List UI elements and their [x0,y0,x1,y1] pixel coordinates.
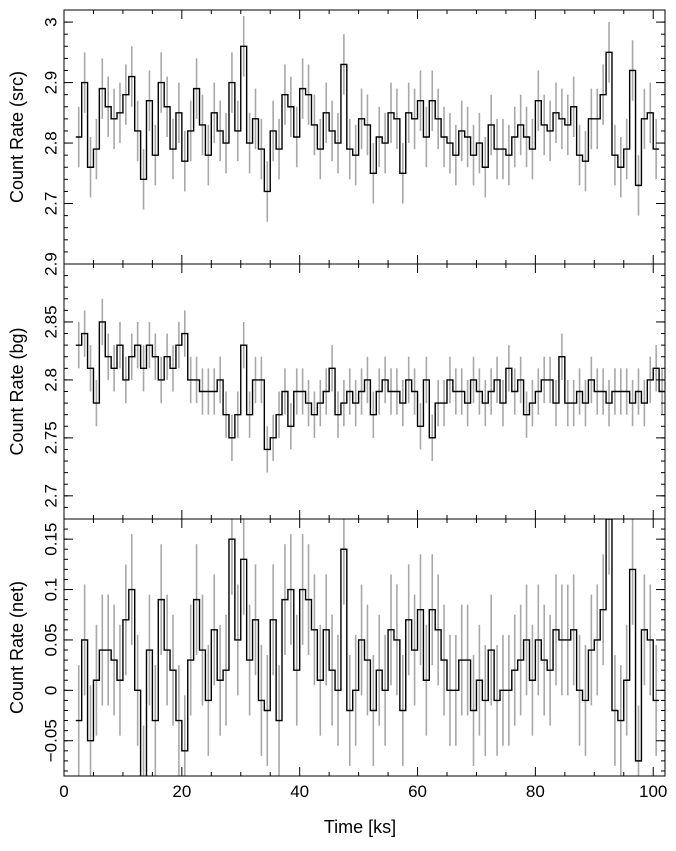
x-tick-label: 20 [172,782,191,801]
x-tick-label: 0 [59,782,68,801]
plot-frame [63,9,666,265]
panel-net: −0.05 0 0.05 0.1 0.15 0 20 40 60 80 100 Count Rate … [7,518,667,801]
y-tick-label: 2.85 [41,305,60,338]
y-tick-label: 2.7 [41,484,60,508]
y-tick-label: −0.05 [41,719,60,762]
y-tick-label: 3 [41,17,60,26]
plot-area [75,16,660,222]
panel-bg: 2.7 2.75 2.8 2.85 2.9 Count Rate (bg) [7,252,666,520]
y-axis-label: Count Rate (bg) [7,327,27,455]
y-tick-label: 2.75 [41,421,60,454]
y-axis-label: Count Rate (src) [7,71,27,203]
y-tick-label: 2.9 [41,71,60,95]
y-tick-label: 2.7 [41,192,60,216]
y-tick-label: 0 [41,686,60,695]
y-tick-label: 0.15 [41,523,60,556]
x-tick-label: 100 [639,782,667,801]
x-tick-label: 80 [526,782,545,801]
y-axis-label: Count Rate (net) [7,581,27,714]
x-axis-label: Time [ks] [324,817,396,837]
y-tick-label: 2.8 [41,368,60,392]
y-tick-label: 2.8 [41,131,60,155]
y-tick-label: 0.1 [41,578,60,602]
step-line [75,519,660,776]
plot-area [75,298,665,473]
plot-frame [63,518,666,777]
panel-src: 2.7 2.8 2.9 3 Count Rate (src) [7,9,666,265]
step-line [75,321,665,451]
y-tick-label: 2.9 [41,252,60,276]
plot-area [75,519,660,776]
x-tick-label: 60 [408,782,427,801]
x-tick-label: 40 [290,782,309,801]
step-line [75,45,660,193]
y-tick-label: 0.05 [41,623,60,656]
